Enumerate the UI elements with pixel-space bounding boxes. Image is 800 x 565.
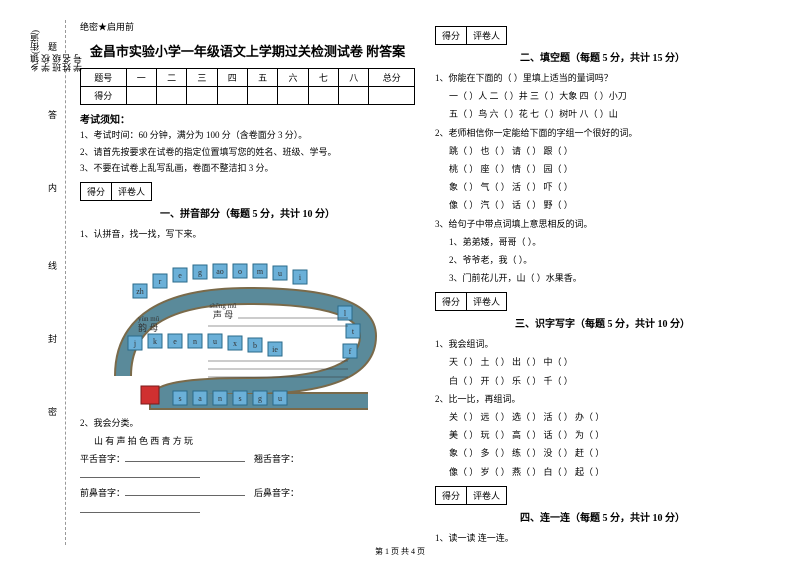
q2-2: 2、老师相信你一定能给下面的字组一个很好的词。 (435, 125, 770, 141)
svg-text:r: r (158, 277, 161, 286)
section-2-title: 二、填空题（每题 5 分，共计 15 分） (435, 49, 770, 64)
svg-text:e: e (178, 271, 182, 280)
svg-text:g: g (198, 268, 202, 277)
svg-text:k: k (153, 337, 157, 346)
svg-text:g: g (258, 394, 262, 403)
notice-text: 3、不要在试卷上乱写乱画，卷面不整洁扣 3 分。 (80, 162, 415, 176)
svg-text:声 母: 声 母 (212, 309, 232, 320)
svg-text:n: n (193, 337, 197, 346)
left-column: 绝密★启用前 金昌市实验小学一年级语文上学期过关检测试卷 附答案 题号一二三四五… (80, 20, 415, 548)
notice-heading: 考试须知： (80, 111, 415, 126)
svg-text:shēng mǔ: shēng mǔ (209, 302, 237, 310)
svg-text:u: u (278, 269, 282, 278)
secret-label: 绝密★启用前 (80, 20, 415, 33)
svg-text:u: u (213, 337, 217, 346)
svg-text:ao: ao (216, 267, 224, 276)
notice-text: 1、考试时间：60 分钟，满分为 100 分（含卷面分 3 分）。 (80, 129, 415, 143)
q3-2: 2、比一比，再组词。 (435, 391, 770, 407)
svg-text:b: b (253, 341, 257, 350)
q2-1: 1、你能在下面的（ ）里填上适当的量词吗？ (435, 70, 770, 86)
svg-text:韵 母: 韵 母 (138, 322, 158, 333)
pinyin-diagram: zh r e g ao o m u i j k e n u (108, 246, 388, 411)
q1-2-chars: 山 有 声 拍 色 西 青 方 玩 (80, 433, 415, 449)
scorebox: 得分评卷人 (435, 26, 770, 45)
exam-title: 金昌市实验小学一年级语文上学期过关检测试卷 附答案 (80, 41, 415, 60)
svg-text:j: j (132, 339, 135, 348)
notice-text: 2、请首先按要求在试卷的指定位置填写您的姓名、班级、学号。 (80, 146, 415, 160)
score-table: 题号一二三四五六七八总分 得分 (80, 68, 415, 105)
svg-text:n: n (218, 394, 222, 403)
section-1-title: 一、拼音部分（每题 5 分，共计 10 分） (80, 205, 415, 220)
scorebox: 得分评卷人 (435, 292, 770, 311)
side-label: 学号 (73, 30, 84, 72)
svg-text:e: e (173, 337, 177, 346)
q3-1: 1、我会组词。 (435, 336, 770, 352)
scorebox: 得分评卷人 (435, 486, 770, 505)
svg-text:s: s (178, 394, 181, 403)
svg-text:zh: zh (136, 287, 144, 296)
svg-text:o: o (238, 267, 242, 276)
svg-text:x: x (233, 339, 237, 348)
svg-text:u: u (278, 394, 282, 403)
svg-text:a: a (198, 394, 202, 403)
svg-text:m: m (256, 267, 263, 276)
right-column: 得分评卷人 二、填空题（每题 5 分，共计 15 分） 1、你能在下面的（ ）里… (435, 20, 770, 548)
section-3-title: 三、识字写字（每题 5 分，共计 10 分） (435, 315, 770, 330)
svg-text:s: s (238, 394, 241, 403)
scorebox: 得分评卷人 (80, 182, 415, 201)
svg-text:yùn mǔ: yùn mǔ (138, 315, 160, 323)
svg-text:ie: ie (272, 345, 278, 354)
section-4-title: 四、连一连（每题 5 分，共计 10 分） (435, 509, 770, 524)
q2-3: 3、给句子中带点词填上意思相反的词。 (435, 216, 770, 232)
q4-1: 1、读一读 连一连。 (435, 530, 770, 546)
q1-2: 2、我会分类。 (80, 415, 415, 431)
side-label: 乡镇(街道) (30, 30, 41, 72)
side-label: 姓名 (62, 30, 73, 72)
svg-text:f: f (348, 347, 351, 356)
q1-1: 1、认拼音，找一找，写下来。 (80, 226, 415, 242)
page-footer: 第 1 页 共 4 页 (0, 546, 800, 557)
